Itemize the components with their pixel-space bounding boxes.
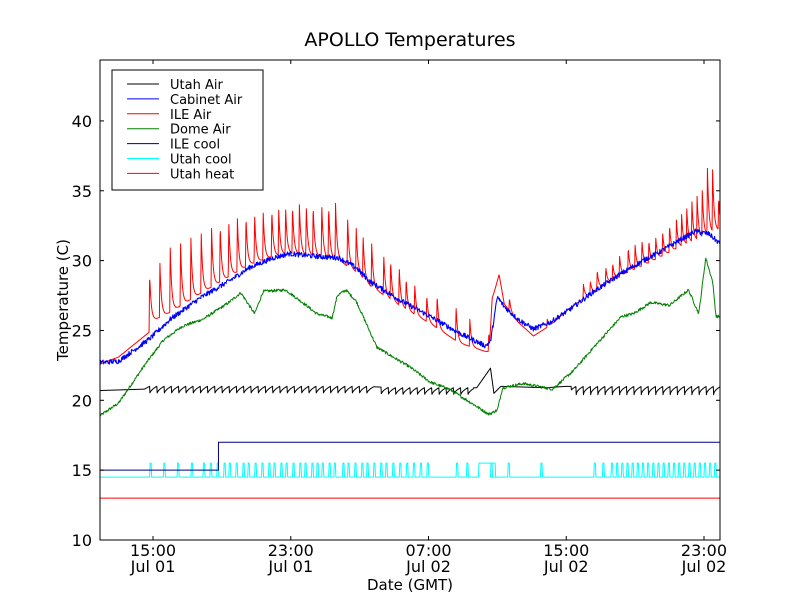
plot-frame bbox=[99, 59, 721, 541]
series-layer bbox=[100, 167, 720, 499]
legend-label: Utah heat bbox=[170, 167, 234, 182]
y-axis-title: Temperature (C) bbox=[54, 239, 72, 362]
series-ile-cool-line bbox=[100, 441, 720, 471]
legend-label: ILE Air bbox=[170, 108, 212, 123]
y-tick-label: 10 bbox=[72, 531, 92, 550]
x-tick-date-label: Jul 02 bbox=[543, 557, 589, 576]
series-cabinet-air-line bbox=[100, 228, 720, 365]
series-utah-cool-line bbox=[100, 462, 720, 478]
x-tick-date-label: Jul 01 bbox=[267, 557, 313, 576]
x-tick-time-label: 15:00 bbox=[543, 541, 589, 560]
series-utah-air-line bbox=[100, 367, 720, 396]
legend-label: Utah Air bbox=[170, 78, 223, 93]
y-tick-label: 20 bbox=[72, 391, 92, 410]
legend-label: Cabinet Air bbox=[170, 93, 243, 108]
x-tick-time-label: 15:00 bbox=[130, 541, 176, 560]
y-tick-label: 30 bbox=[72, 252, 92, 271]
x-tick-date-label: Jul 02 bbox=[681, 557, 727, 576]
legend-box bbox=[111, 69, 264, 191]
x-tick-time-label: 23:00 bbox=[268, 541, 314, 560]
x-tick-time-label: 07:00 bbox=[405, 541, 451, 560]
x-tick-date-label: Jul 01 bbox=[130, 557, 176, 576]
y-tick-label: 40 bbox=[72, 112, 92, 131]
legend-label: Utah cool bbox=[170, 153, 232, 168]
y-tick-label: 25 bbox=[72, 321, 92, 340]
series-dome-air-line bbox=[100, 257, 720, 417]
legend-label: ILE cool bbox=[170, 138, 220, 153]
x-tick-date-label: Jul 02 bbox=[405, 557, 451, 576]
y-tick-label: 35 bbox=[72, 182, 92, 201]
y-tick-label: 15 bbox=[72, 461, 92, 480]
chart-title: APOLLO Temperatures bbox=[304, 29, 515, 51]
x-axis-title: Date (GMT) bbox=[367, 576, 453, 594]
y-axis: 10 15 20 25 30 35 40 bbox=[72, 112, 720, 550]
legend-label: Dome Air bbox=[170, 123, 231, 138]
x-tick-time-label: 23:00 bbox=[681, 541, 727, 560]
